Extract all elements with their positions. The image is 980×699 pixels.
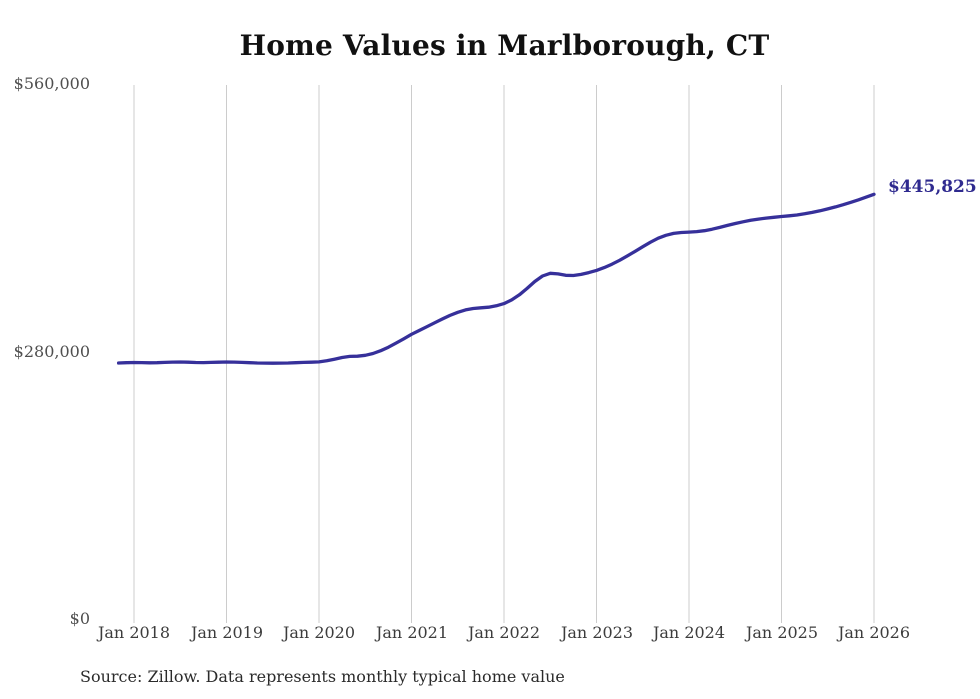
y-axis-tick-560000: $560,000 — [13, 74, 90, 93]
x-axis-tick-jan-2025: Jan 2025 — [745, 623, 819, 642]
y-axis-tick-0: $0 — [69, 609, 90, 628]
y-axis-tick-280000: $280,000 — [13, 342, 90, 361]
x-axis-tick-jan-2018: Jan 2018 — [97, 623, 171, 642]
x-axis-tick-jan-2021: Jan 2021 — [375, 623, 449, 642]
x-axis-tick-jan-2020: Jan 2020 — [282, 623, 356, 642]
x-axis-tick-jan-2019: Jan 2019 — [190, 623, 264, 642]
vertical-gridlines — [133, 85, 875, 623]
x-axis-tick-jan-2023: Jan 2023 — [560, 623, 634, 642]
x-axis-tick-jan-2026: Jan 2026 — [837, 623, 911, 642]
source-note: Source: Zillow. Data represents monthly … — [80, 667, 565, 686]
home-value-line — [116, 192, 876, 365]
latest-value-label: $445,825 — [888, 177, 977, 197]
chart-title: Home Values in Marlborough, CT — [239, 29, 770, 62]
x-axis-tick-jan-2024: Jan 2024 — [652, 623, 726, 642]
x-axis-tick-jan-2022: Jan 2022 — [467, 623, 541, 642]
